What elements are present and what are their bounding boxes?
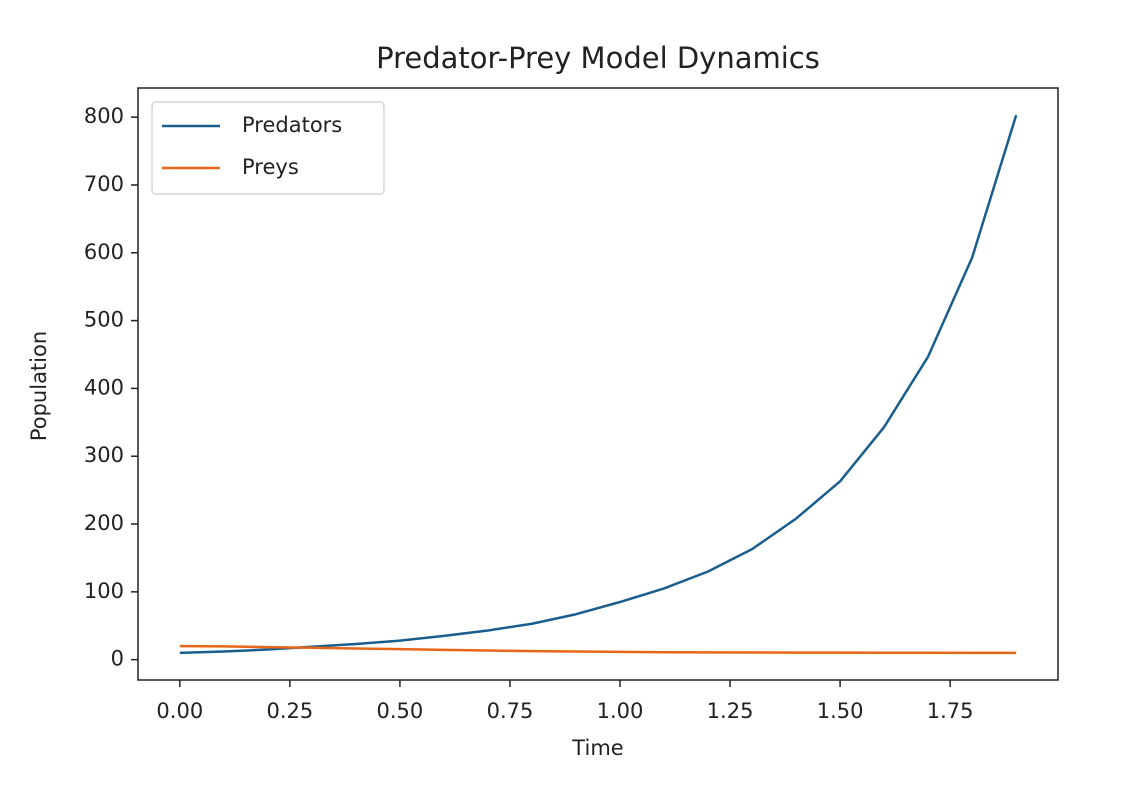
x-tick-label: 1.00 bbox=[597, 699, 644, 723]
legend-label: Predators bbox=[242, 113, 342, 137]
y-tick-label: 300 bbox=[84, 443, 124, 467]
y-tick-label: 600 bbox=[84, 240, 124, 264]
y-tick-label: 500 bbox=[84, 308, 124, 332]
chart-title: Predator-Prey Model Dynamics bbox=[376, 41, 820, 75]
x-tick-label: 0.75 bbox=[487, 699, 534, 723]
x-tick-label: 1.50 bbox=[817, 699, 864, 723]
y-tick-label: 200 bbox=[84, 511, 124, 535]
series-line bbox=[179, 114, 1018, 655]
legend-label: Preys bbox=[242, 155, 299, 179]
y-tick-label: 700 bbox=[84, 172, 124, 196]
y-tick-label: 0 bbox=[111, 647, 124, 671]
x-tick-label: 0.50 bbox=[377, 699, 424, 723]
x-tick-label: 1.25 bbox=[707, 699, 754, 723]
x-tick-label: 0.00 bbox=[156, 699, 203, 723]
plot-frame bbox=[137, 87, 1059, 681]
y-tick-label: 800 bbox=[84, 104, 124, 128]
series-line bbox=[179, 644, 1017, 655]
x-tick-label: 1.75 bbox=[927, 699, 974, 723]
x-axis-label: Time bbox=[571, 736, 623, 760]
y-axis-label: Population bbox=[27, 331, 51, 441]
y-tick-label: 100 bbox=[84, 579, 124, 603]
x-tick-label: 0.25 bbox=[266, 699, 313, 723]
y-tick-label: 400 bbox=[84, 375, 124, 399]
